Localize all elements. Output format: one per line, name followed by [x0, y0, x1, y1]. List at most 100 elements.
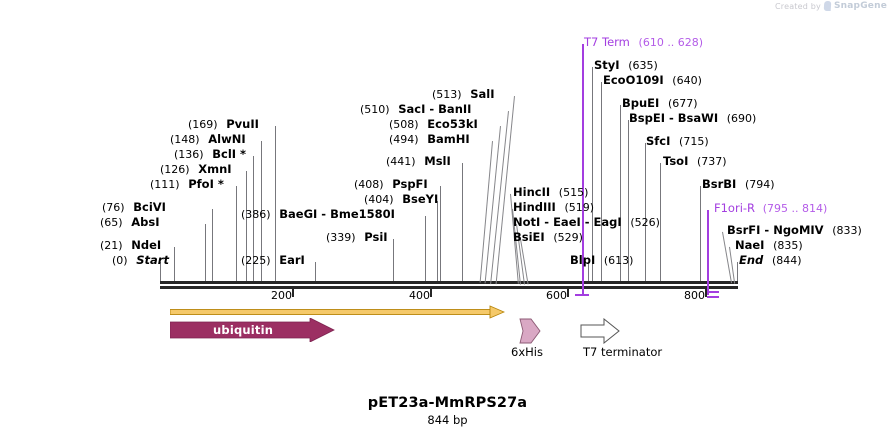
ruler-tick-800 — [705, 288, 707, 297]
tick-bsrbi — [700, 186, 701, 281]
label-start-pos: (0) — [112, 254, 128, 267]
tick-bspei — [628, 120, 629, 281]
label-bspei: BspEI - BsaWI (690) — [629, 112, 756, 125]
plasmid-backbone-bottom — [160, 286, 738, 289]
snapgene-watermark: Created by SnapGene — [775, 1, 887, 11]
tick-pspfi — [440, 186, 441, 281]
label-eari-name: EarI — [279, 253, 305, 267]
label-hincii-pos: (515) — [558, 186, 589, 199]
label-tsoi-pos: (737) — [697, 155, 727, 168]
label-eco53ki-pos: (508) — [389, 118, 419, 131]
t7-term-span-bar — [575, 294, 589, 296]
ruler-label-200: 200 — [271, 289, 292, 302]
tick-bseyi — [437, 201, 438, 281]
label-bsiei-pos: (529) — [553, 231, 583, 244]
tick-pfoi — [236, 186, 237, 281]
label-bpuei-name: BpuEI — [622, 96, 660, 110]
orf-arrow — [170, 305, 505, 319]
label-baegi-pos: (386) — [241, 208, 271, 221]
label-bseyi: (404) BseYI — [364, 193, 438, 206]
label-blpi: BlpI (613) — [570, 254, 633, 267]
label-saci-pos: (510) — [360, 103, 390, 116]
tick-msli — [462, 163, 463, 281]
label-end-pos: (844) — [771, 254, 802, 267]
f1ori-span-bar2 — [707, 296, 719, 298]
label-pfoi-pos: (111) — [150, 178, 180, 191]
label-styi-pos: (635) — [628, 59, 658, 72]
label-sfci-pos: (715) — [679, 135, 709, 148]
label-f1ori-name: F1ori-R — [714, 201, 756, 215]
label-end: End (844) — [739, 254, 802, 267]
t7-terminator-feature-arrow[interactable] — [580, 318, 620, 344]
label-pspfi: (408) PspFI — [354, 178, 428, 191]
tick-psii — [393, 239, 394, 281]
label-styi: StyI (635) — [594, 59, 658, 72]
tick-bcli — [253, 156, 254, 281]
snapgene-logo-icon — [823, 1, 832, 11]
label-msli: (441) MslI — [386, 155, 451, 168]
tick-absi — [205, 224, 206, 281]
label-pspfi-pos: (408) — [354, 178, 384, 191]
ruler-tick-200 — [292, 288, 294, 297]
label-eco53ki-name: Eco53kI — [427, 117, 478, 131]
tick-alwni — [261, 141, 262, 281]
label-bsiei: BsiEI (529) — [513, 231, 583, 244]
label-baegi-name: BaeGI - Bme1580I — [279, 207, 395, 221]
label-naei: NaeI (835) — [735, 239, 803, 252]
ruler-label-600: 600 — [546, 289, 567, 302]
label-blpi-pos: (613) — [603, 254, 634, 267]
label-bcli-pos: (136) — [174, 148, 204, 161]
tick-sfci — [645, 143, 646, 281]
watermark-prefix: Created by — [774, 1, 821, 11]
label-bamhi-pos: (494) — [389, 133, 419, 146]
label-hindiii-pos: (519) — [564, 201, 595, 214]
label-eari-pos: (225) — [241, 254, 271, 267]
tick-ecoo109i — [601, 82, 602, 281]
label-saci-name: SacI - BanII — [398, 102, 472, 116]
label-psii-pos: (339) — [326, 231, 356, 244]
page-title: pET23a-MmRPS27a — [367, 395, 528, 411]
label-bcivi-name: BciVI — [133, 200, 166, 214]
label-bamhi: (494) BamHI — [389, 133, 470, 146]
label-sfci: SfcI (715) — [646, 135, 709, 148]
sixhis-feature-arrow[interactable] — [519, 318, 541, 344]
label-start-name: Start — [136, 253, 169, 267]
label-bamhi-name: BamHI — [427, 132, 470, 146]
label-pfoi-name: PfoI * — [188, 177, 224, 191]
tick-start — [160, 262, 161, 281]
tick-ndei — [174, 247, 175, 281]
tick-f1ori — [707, 210, 709, 295]
label-bsrfi-pos: (833) — [832, 224, 862, 237]
label-end-name: End — [739, 253, 764, 267]
label-naei-name: NaeI — [735, 238, 765, 252]
label-ecoo109i: EcoO109I (640) — [603, 74, 702, 87]
label-sfci-name: SfcI — [646, 134, 671, 148]
label-tsoi: TsoI (737) — [663, 155, 727, 168]
ubiquitin-feature-arrow[interactable] — [170, 318, 335, 342]
label-hindiii: HindIII (519) — [513, 201, 594, 214]
label-eco53ki: (508) Eco53kI — [389, 118, 478, 131]
f1ori-span-bar — [707, 291, 719, 293]
label-xmni: (126) XmnI — [160, 163, 232, 176]
label-bpuei-pos: (677) — [667, 97, 698, 110]
label-psii-name: PsiI — [364, 230, 388, 244]
label-ndei-name: NdeI — [131, 238, 162, 252]
label-bsrfi-name: BsrFI - NgoMIV — [727, 223, 824, 237]
label-bpuei: BpuEI (677) — [622, 97, 698, 110]
label-pvuii-name: PvuII — [226, 117, 259, 131]
tick-pvuii — [275, 126, 276, 281]
label-bsrbi: BsrBI (794) — [702, 178, 775, 191]
label-ndei-pos: (21) — [100, 239, 123, 252]
label-f1ori: F1ori-R (795 .. 814) — [714, 202, 827, 215]
tick-blpi — [588, 262, 589, 281]
label-pfoi: (111) PfoI * — [150, 178, 224, 191]
label-ecoo109i-pos: (640) — [672, 74, 702, 87]
tick-styi — [592, 67, 593, 281]
label-absi: (65) AbsI — [100, 216, 160, 229]
label-tsoi-name: TsoI — [663, 154, 689, 168]
label-msli-name: MslI — [424, 154, 451, 168]
label-hindiii-name: HindIII — [513, 200, 556, 214]
sixhis-feature-label: 6xHis — [511, 345, 543, 359]
label-naei-pos: (835) — [773, 239, 803, 252]
label-baegi: (386) BaeGI - Bme1580I — [241, 208, 395, 221]
